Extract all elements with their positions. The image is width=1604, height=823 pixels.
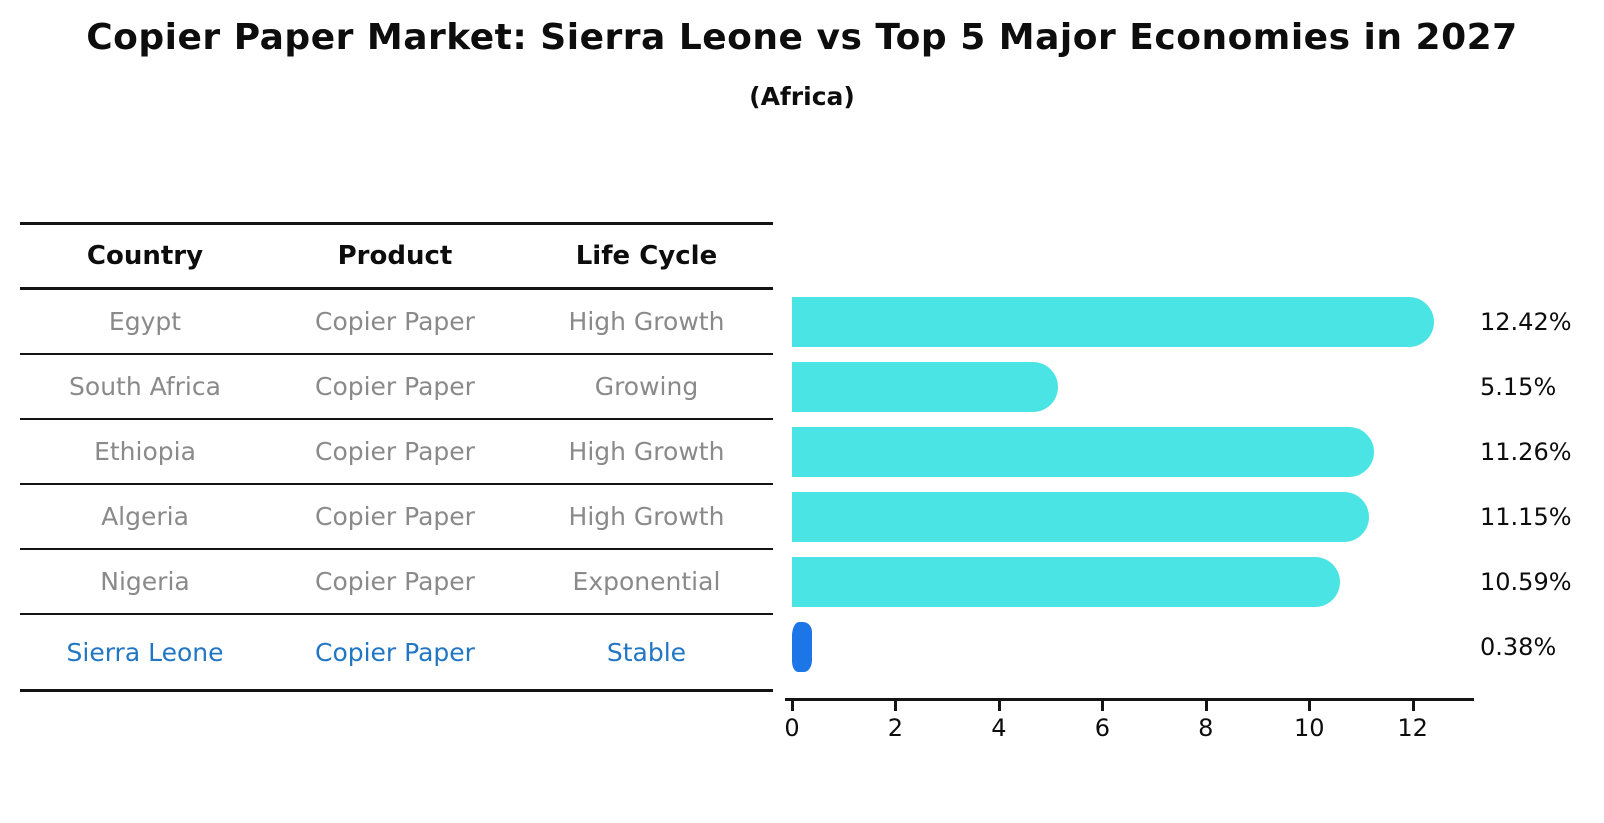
cell-country: South Africa [69, 372, 221, 401]
cell-product: Copier Paper [314, 307, 475, 336]
cell-product: Copier Paper [314, 637, 475, 667]
bar-value-label: 0.38% [1480, 633, 1557, 661]
country-table: Country Product Life Cycle Egypt Copier P… [20, 222, 773, 692]
table-row: South Africa Copier Paper Growing [20, 355, 773, 420]
table-row: Nigeria Copier Paper Exponential [20, 550, 773, 615]
cell-life-cycle: Exponential [572, 567, 721, 596]
page-subtitle: (Africa) [749, 82, 855, 111]
cell-product: Copier Paper [314, 437, 475, 466]
cell-life-cycle: Growing [594, 372, 699, 401]
x-axis-tick-label: 4 [991, 714, 1007, 742]
cell-country: Nigeria [100, 567, 190, 596]
bar-south-africa [792, 362, 1059, 412]
table-row: Ethiopia Copier Paper High Growth [20, 420, 773, 485]
table-row: Sierra Leone Copier Paper Stable [20, 615, 773, 692]
bar-value-label: 11.15% [1480, 503, 1572, 531]
bar-chart: 12.42% 5.15% 11.26% 11.15% 10.59% 0.38% 0 2 4 6 8… [784, 222, 1604, 782]
x-axis-tick [894, 701, 898, 711]
cell-country: Ethiopia [94, 437, 196, 466]
cell-life-cycle: High Growth [568, 307, 725, 336]
x-axis-tick-label: 6 [1094, 714, 1110, 742]
bar-algeria [792, 492, 1369, 542]
x-axis-tick [1204, 701, 1208, 711]
cell-country: Sierra Leone [66, 637, 224, 667]
cell-life-cycle: High Growth [568, 437, 725, 466]
cell-life-cycle: Stable [606, 637, 687, 667]
bar-value-label: 12.42% [1480, 308, 1572, 336]
bar-ethiopia [792, 427, 1375, 477]
x-axis-tick-label: 10 [1293, 714, 1325, 742]
table-row: Algeria Copier Paper High Growth [20, 485, 773, 550]
column-header-country: Country [86, 241, 204, 271]
table-header-row: Country Product Life Cycle [20, 222, 773, 290]
bar-value-label: 5.15% [1480, 373, 1557, 401]
x-axis-tick [791, 701, 794, 711]
cell-product: Copier Paper [314, 567, 475, 596]
x-axis-tick [1411, 701, 1415, 711]
cell-country: Egypt [108, 307, 182, 336]
x-axis-tick-label: 2 [887, 714, 904, 742]
bar-nigeria [792, 557, 1340, 607]
bar-value-label: 10.59% [1480, 568, 1572, 596]
x-axis-line [785, 698, 1474, 701]
x-axis-tick-label: 0 [784, 714, 800, 742]
column-header-life-cycle: Life Cycle [575, 241, 718, 271]
bar-value-label: 11.26% [1480, 438, 1572, 466]
x-axis-tick-label: 8 [1198, 714, 1214, 742]
cell-country: Algeria [101, 502, 189, 531]
x-axis-tick [1308, 701, 1312, 711]
x-axis-tick-label: 12 [1397, 714, 1428, 742]
table-row: Egypt Copier Paper High Growth [20, 290, 773, 355]
page-title: Copier Paper Market: Sierra Leone vs Top… [86, 17, 1518, 58]
table-body: Egypt Copier Paper High Growth South Africa… [20, 290, 773, 692]
x-axis-tick [997, 701, 1001, 711]
bar-egypt [792, 297, 1435, 347]
column-header-product: Product [337, 241, 453, 271]
x-axis-tick [1101, 701, 1105, 711]
cell-product: Copier Paper [314, 372, 475, 401]
cell-product: Copier Paper [314, 502, 475, 531]
bar-sierra-leone [792, 622, 812, 672]
cell-life-cycle: High Growth [568, 502, 725, 531]
